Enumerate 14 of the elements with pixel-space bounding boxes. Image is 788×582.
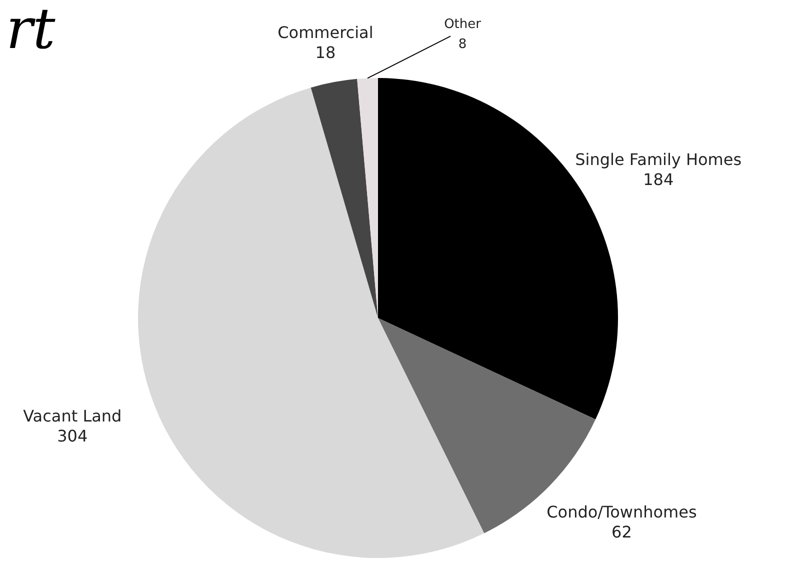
- pie-slice: [357, 78, 378, 318]
- data-label: 304: [57, 426, 88, 446]
- pie-slice: [310, 78, 378, 318]
- data-label: 8: [458, 37, 467, 52]
- slice-label: Commercial: [278, 22, 374, 42]
- slice-label: Vacant Land: [23, 406, 122, 426]
- data-label: 62: [612, 522, 632, 542]
- slice-label: Other: [444, 17, 482, 32]
- data-label: 184: [643, 170, 674, 189]
- text: rt: [6, 0, 56, 62]
- slice-label: Single Family Homes: [575, 150, 742, 169]
- data-label: 18: [315, 42, 336, 62]
- pie-slice: [138, 88, 484, 558]
- slice-label: Condo/Townhomes: [546, 502, 697, 522]
